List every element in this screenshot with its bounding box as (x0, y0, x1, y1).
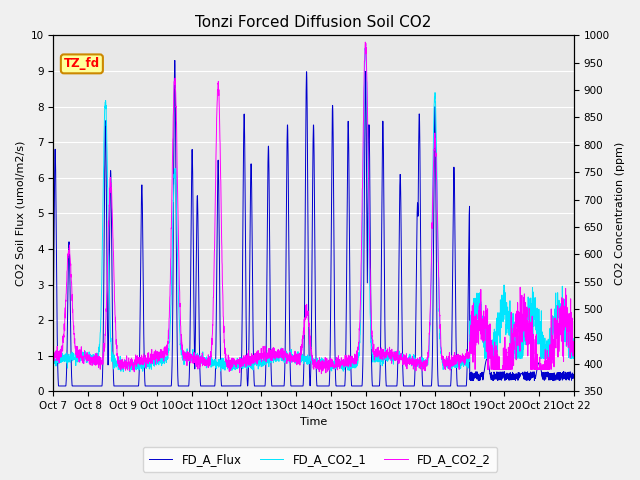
FD_A_CO2_1 (570, 336, 577, 342)
FD_A_CO2_1 (560, 334, 568, 339)
FD_A_CO2_2 (362, 39, 369, 45)
Text: TZ_fd: TZ_fd (64, 58, 100, 71)
FD_A_CO2_2 (570, 353, 577, 359)
Y-axis label: CO2 Concentration (ppm): CO2 Concentration (ppm) (615, 142, 625, 285)
FD_A_Flux (272, 383, 280, 389)
Line: FD_A_CO2_2: FD_A_CO2_2 (53, 42, 573, 373)
X-axis label: Time: Time (300, 417, 327, 427)
Legend: FD_A_Flux, FD_A_CO2_1, FD_A_CO2_2: FD_A_Flux, FD_A_CO2_1, FD_A_CO2_2 (143, 447, 497, 472)
FD_A_CO2_2 (317, 371, 325, 376)
Line: FD_A_CO2_1: FD_A_CO2_1 (53, 45, 573, 372)
FD_A_CO2_1 (272, 356, 280, 361)
FD_A_CO2_1 (249, 367, 257, 373)
FD_A_Flux (109, 350, 116, 356)
FD_A_CO2_1 (109, 358, 116, 364)
FD_A_CO2_2 (560, 314, 568, 320)
Y-axis label: CO2 Soil Flux (umol/m2/s): CO2 Soil Flux (umol/m2/s) (15, 141, 25, 286)
FD_A_Flux (570, 374, 577, 380)
FD_A_Flux (55, 383, 63, 389)
FD_A_CO2_2 (109, 228, 116, 234)
Title: Tonzi Forced Diffusion Soil CO2: Tonzi Forced Diffusion Soil CO2 (195, 15, 432, 30)
FD_A_CO2_2 (271, 353, 279, 359)
FD_A_CO2_2 (49, 353, 57, 359)
FD_A_CO2_1 (140, 358, 148, 363)
FD_A_CO2_1 (49, 359, 57, 364)
FD_A_CO2_2 (504, 357, 511, 362)
FD_A_CO2_2 (140, 351, 147, 357)
FD_A_CO2_1 (504, 304, 511, 310)
FD_A_CO2_2 (249, 358, 257, 364)
FD_A_Flux (171, 58, 179, 63)
FD_A_Flux (49, 301, 57, 307)
FD_A_Flux (560, 373, 568, 379)
FD_A_Flux (140, 331, 148, 336)
FD_A_Flux (250, 341, 257, 347)
Line: FD_A_Flux: FD_A_Flux (53, 60, 573, 386)
FD_A_Flux (504, 373, 511, 379)
FD_A_CO2_1 (126, 369, 134, 374)
FD_A_CO2_1 (362, 42, 369, 48)
